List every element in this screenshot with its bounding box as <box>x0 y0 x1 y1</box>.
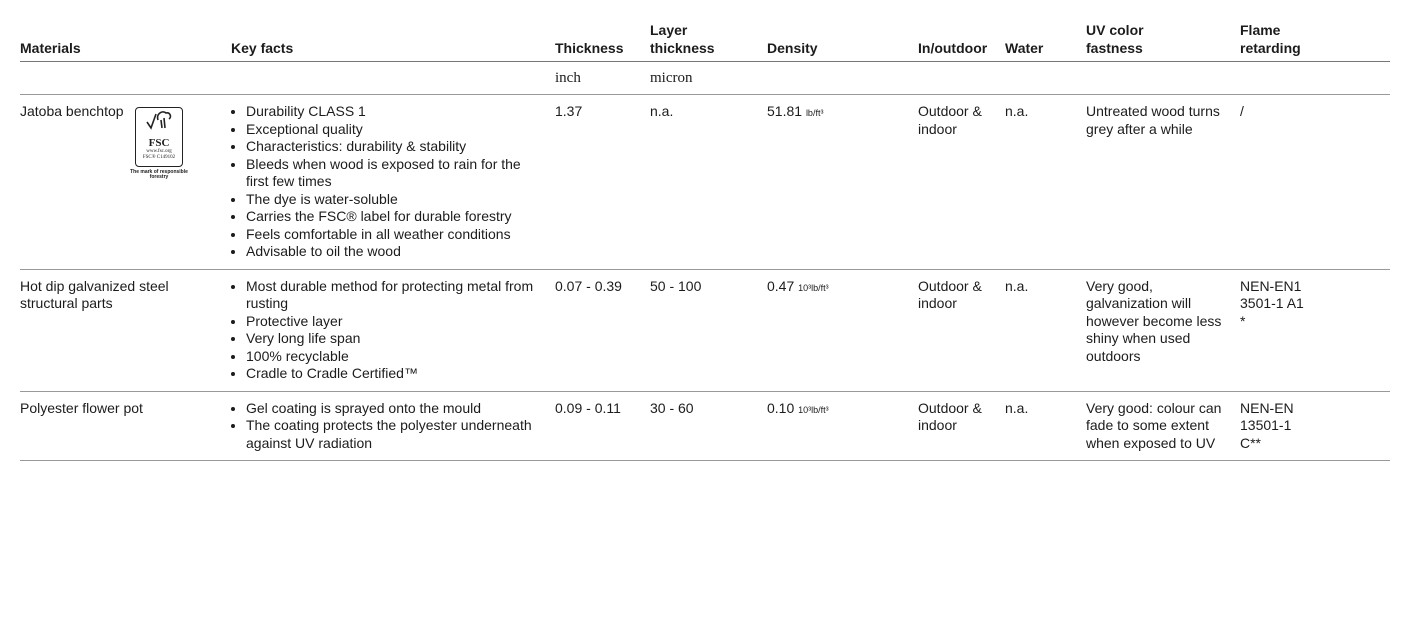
thickness: 1.37 <box>555 94 650 270</box>
facts-cell: Gel coating is sprayed onto the mouldThe… <box>231 391 555 461</box>
header-label: Water <box>1005 39 1044 56</box>
flame-retarding: / <box>1240 103 1244 119</box>
material-cell: Hot dip galvanized steel structural part… <box>20 269 231 392</box>
logo-site: www.fsc.org <box>146 148 172 154</box>
thickness: 0.09 - 0.11 <box>555 391 650 461</box>
header-label: Layer thickness <box>650 22 715 56</box>
density-unit: 10³lb/ft³ <box>798 282 829 293</box>
header-label: Thickness <box>555 39 624 56</box>
density-cell: 51.81 lb/ft³ <box>767 94 918 270</box>
tree-icon <box>146 111 172 130</box>
density-value: 0.47 <box>767 277 795 294</box>
layer-thickness: n.a. <box>650 94 767 270</box>
column-header: Flame retarding <box>1240 0 1390 62</box>
header-row: Materials Key facts Thickness Layer thickne… <box>20 0 1390 62</box>
column-header: UV color fastness <box>1086 0 1240 62</box>
fact: The dye is water-soluble <box>246 191 547 209</box>
fact: Gel coating is sprayed onto the mould <box>246 400 547 418</box>
logo-tagline: The mark of responsible forestry <box>130 169 188 180</box>
fact: Characteristics: durability & stability <box>246 138 547 156</box>
fact: Most durable method for protecting metal… <box>246 278 547 313</box>
fact: Durability CLASS 1 <box>246 103 547 121</box>
column-header: In/outdoor <box>918 0 1005 62</box>
facts-cell: Most durable method for protecting metal… <box>231 269 555 392</box>
header-label: Flame retarding <box>1240 22 1301 56</box>
fact: Exceptional quality <box>246 121 547 139</box>
header-label: UV color fastness <box>1086 22 1144 56</box>
header-label: In/outdoor <box>918 39 988 56</box>
column-header: Water <box>1005 0 1086 62</box>
table-row: Polyester flower pot Gel coating is spray… <box>20 391 1390 461</box>
unit: micron <box>650 61 767 95</box>
table-body: inch micron FSC www.fsc.org FSC® C149102 Th… <box>20 61 1390 461</box>
material-name: Polyester flower pot <box>20 399 143 416</box>
logo-box: FSC www.fsc.org FSC® C149102 <box>135 107 183 167</box>
fact: The coating protects the polyester under… <box>246 417 547 452</box>
flame-retarding: NEN-EN 13501-1 C** <box>1240 399 1294 451</box>
water: n.a. <box>1005 269 1086 392</box>
units-row: inch micron <box>20 61 1390 95</box>
facts-list: Gel coating is sprayed onto the mouldThe… <box>231 400 547 453</box>
in-outdoor: Outdoor & indoor <box>918 94 1005 270</box>
flame-cell: / <box>1240 94 1390 270</box>
unit: inch <box>555 61 650 95</box>
material-cell: FSC www.fsc.org FSC® C149102 The mark of re… <box>20 94 231 270</box>
facts-list: Most durable method for protecting metal… <box>231 278 547 383</box>
header-label: Density <box>767 39 818 56</box>
flame-retarding: NEN-EN13501-1 A1 * <box>1240 277 1304 329</box>
density-value: 0.10 <box>767 399 795 416</box>
density-cell: 0.47 10³lb/ft³ <box>767 269 918 392</box>
fact: 100% recyclable <box>246 348 547 366</box>
water: n.a. <box>1005 391 1086 461</box>
water: n.a. <box>1005 94 1086 270</box>
flame-cell: NEN-EN13501-1 A1 * <box>1240 269 1390 392</box>
density-unit: 10³lb/ft³ <box>798 404 829 415</box>
layer-thickness: 50 - 100 <box>650 269 767 392</box>
in-outdoor: Outdoor & indoor <box>918 269 1005 392</box>
in-outdoor: Outdoor & indoor <box>918 391 1005 461</box>
column-header: Density <box>767 0 918 62</box>
column-header: Thickness <box>555 0 650 62</box>
logo-code: FSC® C149102 <box>142 154 176 160</box>
thickness: 0.07 - 0.39 <box>555 269 650 392</box>
density-cell: 0.10 10³lb/ft³ <box>767 391 918 461</box>
material-name: Hot dip galvanized steel structural part… <box>20 277 169 312</box>
table-row: Hot dip galvanized steel structural part… <box>20 269 1390 392</box>
flame-cell: NEN-EN 13501-1 C** <box>1240 391 1390 461</box>
fact: Advisable to oil the wood <box>246 243 547 261</box>
material-name: Jatoba benchtop <box>20 103 124 119</box>
uv-fastness: Very good, galvanization will however be… <box>1086 269 1240 392</box>
fact: Very long life span <box>246 330 547 348</box>
fact: Feels comfortable in all weather conditi… <box>246 226 547 244</box>
materials-table: Materials Key facts Thickness Layer thickne… <box>20 0 1390 461</box>
logo-brand: FSC <box>148 136 170 149</box>
facts-list: Durability CLASS 1Exceptional qualityCha… <box>231 103 547 261</box>
fact: Cradle to Cradle Certified™ <box>246 365 547 383</box>
fact: Carries the FSC® label for durable fores… <box>246 208 547 226</box>
fsc-logo: FSC www.fsc.org FSC® C149102 The mark of re… <box>127 107 191 180</box>
fact: Bleeds when wood is exposed to rain for … <box>246 156 547 191</box>
material-cell: Polyester flower pot <box>20 391 231 461</box>
column-header: Key facts <box>231 0 555 62</box>
header-label: Materials <box>20 39 81 56</box>
facts-cell: Durability CLASS 1Exceptional qualityCha… <box>231 94 555 270</box>
density-value: 51.81 <box>767 103 803 119</box>
uv-fastness: Untreated wood turns grey after a while <box>1086 94 1240 270</box>
header-label: Key facts <box>231 39 294 56</box>
uv-fastness: Very good: colour can fade to some exten… <box>1086 391 1240 461</box>
layer-thickness: 30 - 60 <box>650 391 767 461</box>
column-header: Layer thickness <box>650 0 767 62</box>
density-unit: lb/ft³ <box>805 108 824 118</box>
table-row: FSC www.fsc.org FSC® C149102 The mark of re… <box>20 94 1390 270</box>
fact: Protective layer <box>246 313 547 331</box>
column-header: Materials <box>20 0 231 62</box>
